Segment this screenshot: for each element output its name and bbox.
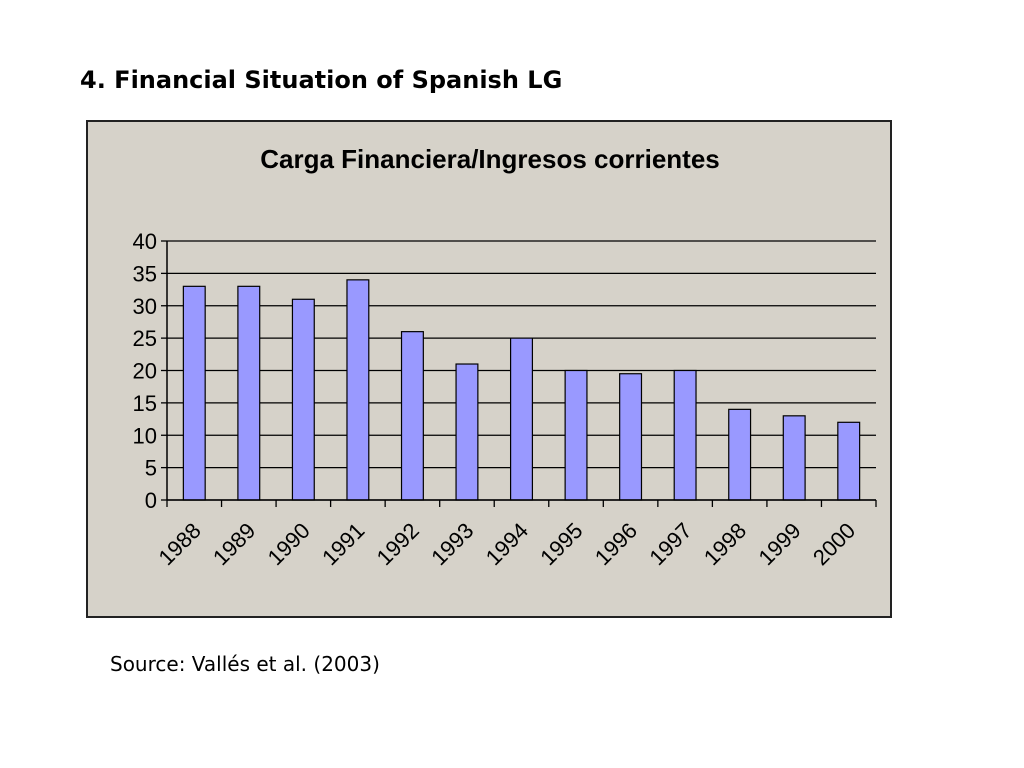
y-tick-label: 10 bbox=[133, 423, 157, 448]
bar-1997 bbox=[673, 369, 697, 501]
x-tick-label: 1992 bbox=[372, 518, 424, 570]
axes bbox=[161, 240, 877, 507]
x-tick-label: 1994 bbox=[481, 518, 533, 570]
chart-title: Carga Financiera/Ingresos corrientes bbox=[260, 144, 720, 174]
bar-2000 bbox=[837, 421, 861, 501]
x-tick-label: 2000 bbox=[808, 518, 860, 570]
x-tick-label: 1998 bbox=[699, 518, 751, 570]
bar-1998 bbox=[728, 408, 752, 501]
x-tick-label: 1988 bbox=[154, 518, 206, 570]
y-tick-label: 35 bbox=[133, 261, 157, 286]
bar-1996 bbox=[619, 373, 643, 501]
y-tick-label: 40 bbox=[133, 229, 157, 254]
bar-1994 bbox=[509, 337, 534, 501]
x-tick-label: 1993 bbox=[426, 518, 478, 570]
slide-title: 4. Financial Situation of Spanish LG bbox=[80, 66, 563, 94]
bar-1989 bbox=[237, 285, 261, 501]
y-tick-label: 0 bbox=[145, 488, 157, 513]
bar-1993 bbox=[455, 363, 479, 501]
y-tick-label: 5 bbox=[145, 456, 157, 481]
bar-1991 bbox=[346, 279, 370, 501]
bar-1995 bbox=[564, 369, 588, 501]
bars bbox=[182, 279, 861, 501]
bar-1992 bbox=[400, 331, 424, 501]
y-tick-label: 15 bbox=[133, 391, 157, 416]
source-note: Source: Vallés et al. (2003) bbox=[110, 652, 380, 676]
x-tick-label: 1990 bbox=[263, 518, 315, 570]
bar-chart: Carga Financiera/Ingresos corrientes 0 5 1… bbox=[133, 144, 877, 570]
bar-1988 bbox=[182, 285, 206, 501]
y-tick-label: 20 bbox=[133, 359, 157, 384]
y-tick-label: 25 bbox=[133, 326, 157, 351]
x-tick-label: 1996 bbox=[590, 518, 642, 570]
x-tick-label: 1995 bbox=[535, 518, 587, 570]
x-tick-label: 1991 bbox=[317, 518, 369, 570]
y-tick-label: 30 bbox=[133, 294, 157, 319]
chart-area: Carga Financiera/Ingresos corrientes 0 5 1… bbox=[86, 120, 892, 618]
x-tick-label: 1989 bbox=[208, 518, 260, 570]
bar-1990 bbox=[291, 298, 315, 501]
x-tick-label: 1997 bbox=[644, 518, 696, 570]
x-tick-label: 1999 bbox=[753, 518, 805, 570]
bar-1999 bbox=[782, 415, 806, 501]
